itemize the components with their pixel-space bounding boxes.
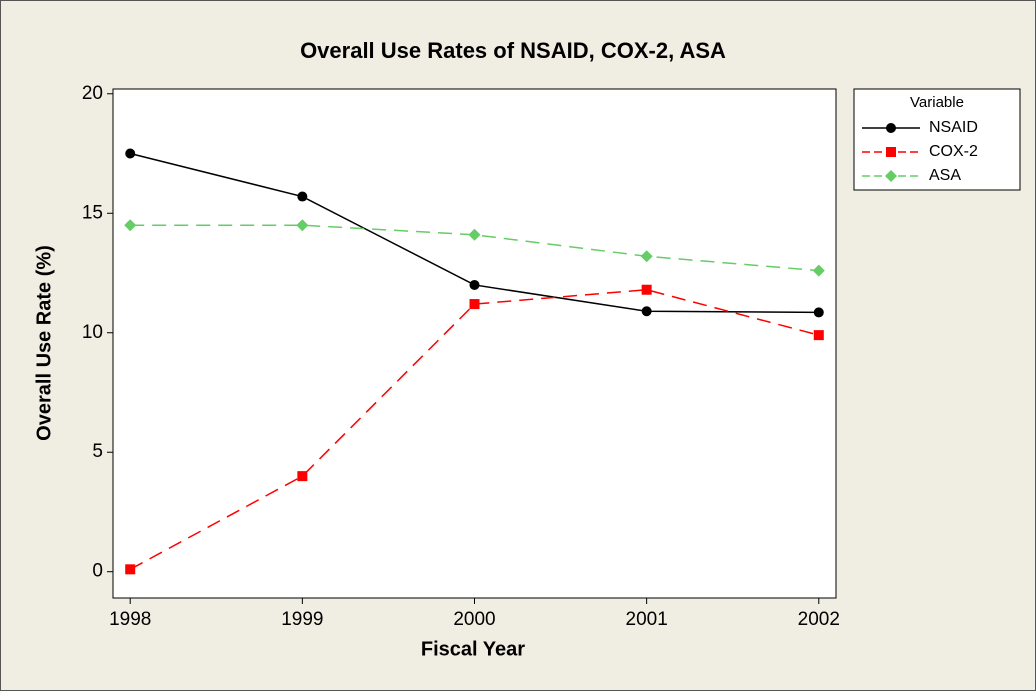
y-tick-label: 20 — [82, 83, 103, 104]
legend-label: COX-2 — [929, 143, 978, 160]
legend-title: Variable — [910, 94, 964, 111]
legend-label: NSAID — [929, 119, 978, 136]
marker — [812, 264, 825, 277]
x-tick-label: 2001 — [626, 609, 668, 630]
marker — [296, 219, 309, 232]
marker — [641, 306, 652, 317]
x-tick-label: 2000 — [453, 609, 495, 630]
marker — [641, 284, 652, 295]
marker — [125, 564, 136, 575]
marker — [813, 330, 824, 341]
legend-box — [853, 88, 1021, 191]
y-axis-label: Overall Use Rate (%) — [33, 245, 55, 441]
series-line — [130, 224, 819, 272]
marker — [813, 307, 824, 318]
legend-marker — [886, 147, 896, 157]
marker — [297, 471, 308, 482]
x-tick-label: 1999 — [281, 609, 323, 630]
x-axis-label: Fiscal Year — [421, 638, 525, 660]
marker — [469, 299, 480, 310]
y-tick-label: 0 — [92, 561, 103, 582]
marker — [469, 279, 480, 290]
marker — [124, 219, 137, 232]
legend-marker — [885, 170, 897, 182]
marker — [125, 148, 136, 159]
y-tick-label: 5 — [92, 441, 103, 462]
marker — [468, 228, 481, 241]
chart-title: Overall Use Rates of NSAID, COX-2, ASA — [300, 38, 726, 63]
series-line — [129, 288, 819, 570]
x-tick-label: 1998 — [109, 609, 151, 630]
legend-marker — [886, 123, 896, 133]
legend-label: ASA — [929, 167, 961, 184]
marker — [640, 250, 653, 263]
x-tick-label: 2002 — [798, 609, 840, 630]
y-tick-label: 15 — [82, 202, 103, 223]
plot-area — [112, 88, 837, 599]
marker — [297, 191, 308, 202]
y-tick-label: 10 — [82, 322, 103, 343]
